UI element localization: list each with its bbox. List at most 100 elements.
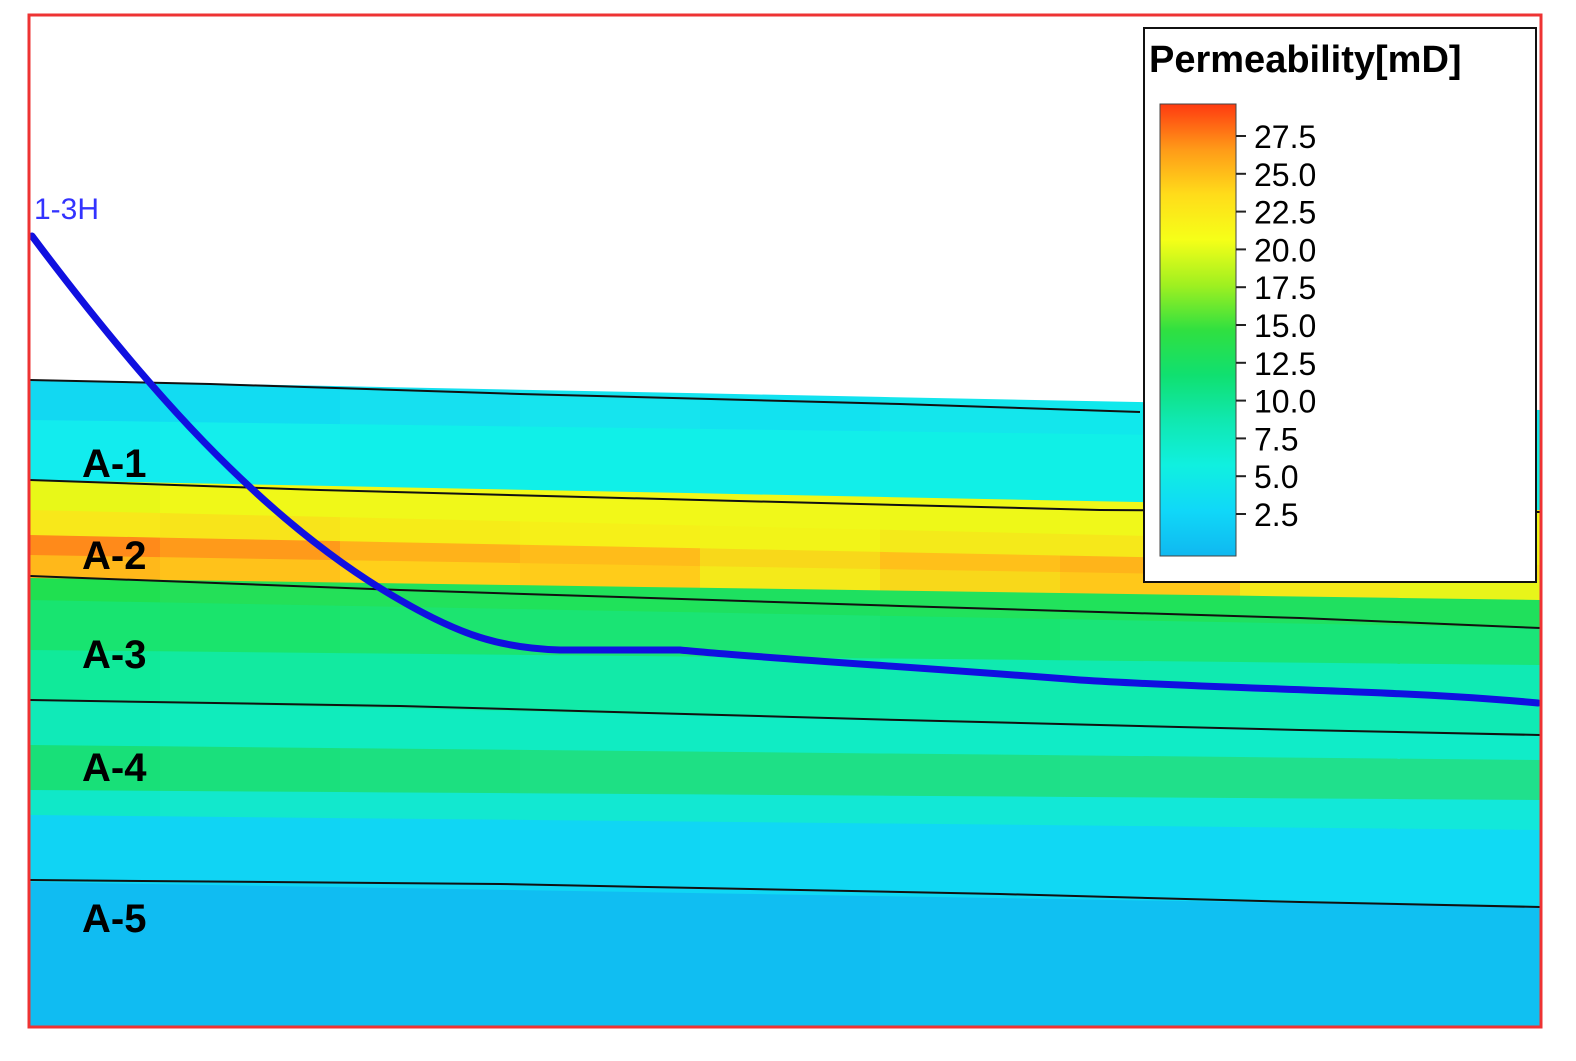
layer-cell <box>160 884 340 1026</box>
layer-cell <box>880 590 1060 620</box>
layer-cell <box>30 600 160 652</box>
layer-cell <box>30 420 160 484</box>
legend-tick-label: 20.0 <box>1254 232 1316 268</box>
layer-cell <box>1060 723 1240 758</box>
layer-cell <box>30 480 160 514</box>
layer-cell <box>700 751 880 797</box>
layer-boundary-line <box>30 699 1540 736</box>
layer-cell <box>160 421 340 487</box>
legend-tick-label: 17.5 <box>1254 270 1316 306</box>
layer-cell <box>520 609 700 658</box>
layer-cell <box>340 605 520 656</box>
layer-cell <box>700 794 880 824</box>
layer-cell <box>520 426 700 494</box>
well-name-label: 1-3H <box>34 193 99 226</box>
layer-cell <box>1240 728 1400 760</box>
layer-cell <box>880 431 1060 501</box>
layer-cell <box>880 396 1060 435</box>
legend-tick-label: 2.5 <box>1254 497 1298 533</box>
layer-label-a3: A-3 <box>82 633 146 677</box>
layer-cell <box>1240 798 1400 830</box>
layer-cell <box>340 887 520 1026</box>
layer-cell <box>160 537 340 561</box>
layer-cell <box>160 746 340 793</box>
layer-cell <box>700 493 880 531</box>
layer-cell <box>1240 757 1400 800</box>
layer-cell <box>520 654 700 717</box>
layer-cell <box>160 557 340 584</box>
layer-cell <box>1240 902 1400 1026</box>
layer-cell <box>160 482 340 518</box>
layer-cell <box>520 749 700 795</box>
layer-cell <box>340 792 520 821</box>
layer-cell <box>880 551 1060 573</box>
layer-cell <box>340 653 520 712</box>
layer-cell <box>340 582 520 610</box>
layer-cell <box>880 615 1060 661</box>
legend-tick-label: 15.0 <box>1254 308 1316 344</box>
legend-ticks: 27.525.022.520.017.515.012.510.07.55.02.… <box>1236 119 1316 533</box>
legend-title: Permeability[mD] <box>1149 39 1462 81</box>
layer-cell <box>880 795 1060 826</box>
layer-cell <box>700 612 880 659</box>
layer-cell <box>880 569 1060 594</box>
layer-cell <box>520 890 700 1026</box>
legend-tick-label: 5.0 <box>1254 459 1298 495</box>
layer-cell <box>880 719 1060 756</box>
layer-cell <box>340 707 520 751</box>
layer-cell <box>30 790 160 817</box>
layer-cell <box>700 821 880 897</box>
legend-color-scale <box>1159 103 1237 557</box>
layer-cell <box>520 819 700 894</box>
layer-cell <box>880 823 1060 900</box>
layer-cell <box>1400 828 1540 908</box>
layer-label-a2: A-2 <box>82 534 146 578</box>
layer-cell <box>30 882 160 1026</box>
layer-cell <box>880 753 1060 798</box>
layer-cell <box>340 541 520 564</box>
layer-label-a5: A-5 <box>82 897 146 941</box>
plot-frame <box>27 13 1543 1029</box>
layer-boundary-line <box>30 879 1540 908</box>
layer-cell <box>1060 899 1240 1026</box>
legend-tick-label: 10.0 <box>1254 384 1316 420</box>
layer-cell <box>1400 577 1540 601</box>
legend-tick-label: 25.0 <box>1254 157 1316 193</box>
layer-cell <box>1060 796 1240 828</box>
layer-boundary-line <box>30 575 1540 629</box>
layer-cell <box>1240 827 1400 906</box>
layer-cell <box>340 517 520 546</box>
layer-cell <box>520 521 700 549</box>
layer-cell <box>160 816 340 888</box>
layer-cell <box>880 896 1060 1026</box>
layer-cell <box>30 535 160 558</box>
well-trajectory <box>30 232 1540 707</box>
layer-cell <box>160 513 340 542</box>
layer-cell <box>880 496 1060 535</box>
layer-cell <box>520 585 700 613</box>
layer-cell <box>1400 597 1540 629</box>
layer-cell <box>520 711 700 753</box>
legend-tick-label: 22.5 <box>1254 195 1316 231</box>
layer-cell <box>160 602 340 654</box>
layer-cell <box>340 424 520 491</box>
layer-cell <box>340 386 520 427</box>
legend-tick-label: 7.5 <box>1254 421 1298 457</box>
layer-cell <box>30 380 160 423</box>
layer-cell <box>340 748 520 794</box>
layer-cell <box>700 525 880 553</box>
layer-cell <box>340 818 520 891</box>
layer-cell <box>30 650 160 704</box>
permeability-legend: Permeability[mD] 27.525.022.520.017.515.… <box>1143 27 1537 583</box>
layer-cell <box>1060 825 1240 903</box>
layer-cell <box>1060 755 1240 799</box>
layer-label-a1: A-1 <box>82 442 146 486</box>
layer-cell <box>1060 660 1240 729</box>
layer-cell <box>160 703 340 749</box>
layer-cell <box>1240 662 1400 733</box>
layer-cell <box>1400 904 1540 1026</box>
layer-cell <box>30 510 160 539</box>
layer-bands <box>30 380 1540 1026</box>
